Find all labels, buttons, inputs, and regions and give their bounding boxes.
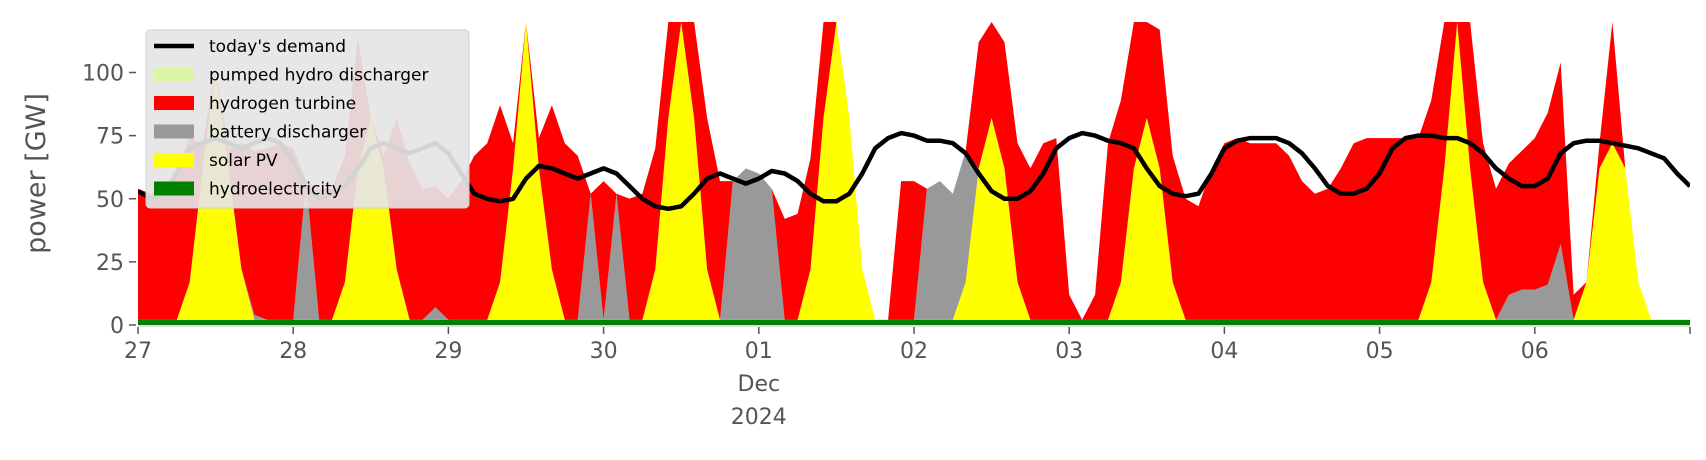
x-tick-label: 28 [279,339,307,364]
legend-item: hydrogen turbine [154,94,356,114]
x-tick-label: 02 [900,339,928,364]
x-axis: 27 28 29 30 01 Dec 2024 02 03 04 05 06 [124,325,1691,430]
legend-swatch [154,181,194,196]
x-tick-label: 29 [434,339,462,364]
legend-item: battery discharger [154,123,366,143]
legend-box [145,29,470,209]
x-tick-sublabel: Dec [738,372,781,397]
legend-label: pumped hydro discharger [209,66,428,86]
area-battery-discharger [138,22,1690,320]
area-solar-pv [138,22,1690,320]
legend-label: battery discharger [209,123,366,143]
area-series [138,22,1690,325]
legend-label: solar PV [209,151,278,171]
x-tick-label: 05 [1366,339,1394,364]
y-tick-label: 0 [110,314,124,339]
x-tick-label: 30 [590,339,618,364]
legend-item: pumped hydro discharger [154,66,428,86]
legend-item: today's demand [154,37,346,57]
legend-swatch [154,67,194,82]
legend-label: hydrogen turbine [209,94,356,114]
x-tick-sublabel: 2024 [731,405,787,430]
y-tick-label: 75 [96,125,124,150]
x-tick-label: 27 [124,339,152,364]
y-tick-label: 50 [96,188,124,213]
legend-label: today's demand [209,37,346,57]
y-axis: 0 25 50 75 100 [82,62,136,339]
legend-label: hydroelectricity [209,180,342,200]
legend-swatch [154,153,194,167]
x-tick-label: 03 [1055,339,1083,364]
x-tick-label: 04 [1210,339,1238,364]
x-tick-label: 01 [745,339,773,364]
legend-swatch [154,124,194,139]
y-tick-label: 25 [96,251,124,276]
legend: today's demand pumped hydro discharger hyd… [145,29,470,209]
x-tick-label: 06 [1521,339,1549,364]
area-hydrogen-turbine [138,22,1690,320]
area-hydroelectricity [138,319,1690,325]
legend-item: solar PV [154,151,278,171]
legend-item: hydroelectricity [154,180,342,200]
y-tick-label: 100 [82,62,124,87]
legend-swatch [154,96,194,110]
y-axis-label: power [GW] [21,93,52,254]
